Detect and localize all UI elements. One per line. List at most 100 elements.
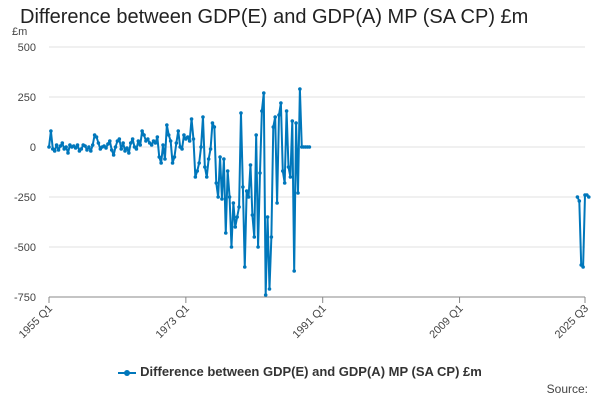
data-point[interactable] — [239, 111, 243, 115]
data-point[interactable] — [263, 293, 268, 297]
data-point[interactable] — [267, 287, 272, 291]
data-point[interactable] — [123, 149, 127, 153]
data-point[interactable] — [52, 149, 57, 153]
data-point[interactable] — [90, 143, 95, 147]
data-point[interactable] — [73, 146, 78, 150]
data-point[interactable] — [260, 109, 264, 113]
data-point[interactable] — [89, 149, 93, 153]
data-point[interactable] — [157, 155, 162, 159]
legend[interactable]: Difference between GDP(E) and GDP(A) MP … — [0, 364, 600, 379]
data-point[interactable] — [121, 141, 125, 145]
data-point[interactable] — [258, 171, 262, 175]
data-point[interactable] — [246, 195, 251, 199]
data-point[interactable] — [292, 269, 296, 273]
data-point[interactable] — [208, 147, 213, 151]
data-point[interactable] — [189, 117, 194, 121]
data-point[interactable] — [271, 125, 276, 129]
data-point[interactable] — [146, 137, 150, 141]
data-point[interactable] — [96, 141, 101, 145]
data-point[interactable] — [49, 129, 53, 133]
data-point[interactable] — [161, 143, 165, 147]
data-point[interactable] — [225, 169, 230, 173]
data-point[interactable] — [265, 215, 270, 219]
data-point[interactable] — [575, 195, 580, 199]
data-point[interactable] — [298, 87, 302, 91]
data-point[interactable] — [294, 121, 298, 125]
data-point[interactable] — [231, 201, 236, 205]
data-point[interactable] — [233, 225, 238, 229]
data-point[interactable] — [113, 145, 118, 149]
data-point[interactable] — [197, 161, 201, 165]
data-point[interactable] — [130, 137, 135, 141]
data-point[interactable] — [85, 148, 89, 152]
data-point[interactable] — [83, 144, 87, 148]
data-point[interactable] — [296, 191, 300, 195]
data-point[interactable] — [87, 145, 91, 149]
data-point[interactable] — [187, 139, 192, 143]
data-point[interactable] — [79, 147, 84, 151]
data-point[interactable] — [275, 201, 279, 205]
data-point[interactable] — [168, 139, 173, 143]
data-point[interactable] — [111, 153, 116, 157]
data-point[interactable] — [117, 137, 122, 141]
data-point[interactable] — [64, 145, 68, 149]
data-point[interactable] — [166, 133, 171, 137]
data-point[interactable] — [119, 147, 124, 151]
data-point[interactable] — [47, 145, 51, 149]
data-point[interactable] — [58, 144, 63, 148]
data-point[interactable] — [60, 141, 65, 145]
data-point[interactable] — [201, 115, 205, 119]
data-point[interactable] — [241, 185, 245, 189]
data-point[interactable] — [136, 139, 141, 143]
data-point[interactable] — [185, 135, 190, 139]
data-point[interactable] — [206, 157, 211, 161]
data-point[interactable] — [210, 121, 215, 125]
data-point[interactable] — [159, 161, 163, 165]
data-point[interactable] — [223, 231, 228, 235]
data-point[interactable] — [261, 91, 266, 95]
data-point[interactable] — [163, 157, 167, 161]
data-point[interactable] — [182, 133, 186, 137]
data-point[interactable] — [242, 265, 247, 269]
data-point[interactable] — [176, 129, 181, 133]
data-point[interactable] — [204, 175, 209, 179]
data-point[interactable] — [252, 235, 257, 239]
data-point[interactable] — [284, 109, 289, 113]
data-point[interactable] — [127, 151, 131, 155]
data-point[interactable] — [94, 135, 99, 139]
data-point[interactable] — [140, 129, 144, 133]
data-point[interactable] — [170, 161, 175, 165]
data-point[interactable] — [587, 195, 591, 199]
data-point[interactable] — [280, 169, 285, 173]
data-point[interactable] — [104, 146, 108, 150]
data-point[interactable] — [195, 169, 200, 173]
data-point[interactable] — [75, 143, 80, 147]
data-point[interactable] — [250, 213, 255, 217]
data-point[interactable] — [254, 133, 258, 137]
data-point[interactable] — [212, 125, 217, 129]
data-point[interactable] — [128, 141, 133, 145]
data-point[interactable] — [248, 163, 253, 167]
data-point[interactable] — [193, 175, 198, 179]
data-point[interactable] — [108, 139, 112, 143]
data-point[interactable] — [54, 143, 59, 147]
data-point[interactable] — [134, 147, 139, 151]
data-point[interactable] — [220, 197, 224, 201]
data-point[interactable] — [149, 143, 154, 147]
data-point[interactable] — [269, 235, 274, 239]
data-point[interactable] — [106, 142, 110, 146]
data-point[interactable] — [66, 151, 70, 155]
data-point[interactable] — [214, 181, 219, 185]
data-point[interactable] — [229, 245, 234, 249]
data-point[interactable] — [56, 148, 61, 152]
data-point[interactable] — [203, 165, 207, 169]
data-point[interactable] — [109, 148, 114, 152]
data-point[interactable] — [138, 143, 143, 147]
data-point[interactable] — [282, 181, 287, 185]
data-point[interactable] — [581, 265, 585, 269]
data-point[interactable] — [277, 113, 281, 117]
data-point[interactable] — [216, 195, 220, 199]
data-point[interactable] — [256, 245, 260, 249]
data-point[interactable] — [172, 155, 177, 159]
data-point[interactable] — [218, 155, 222, 159]
